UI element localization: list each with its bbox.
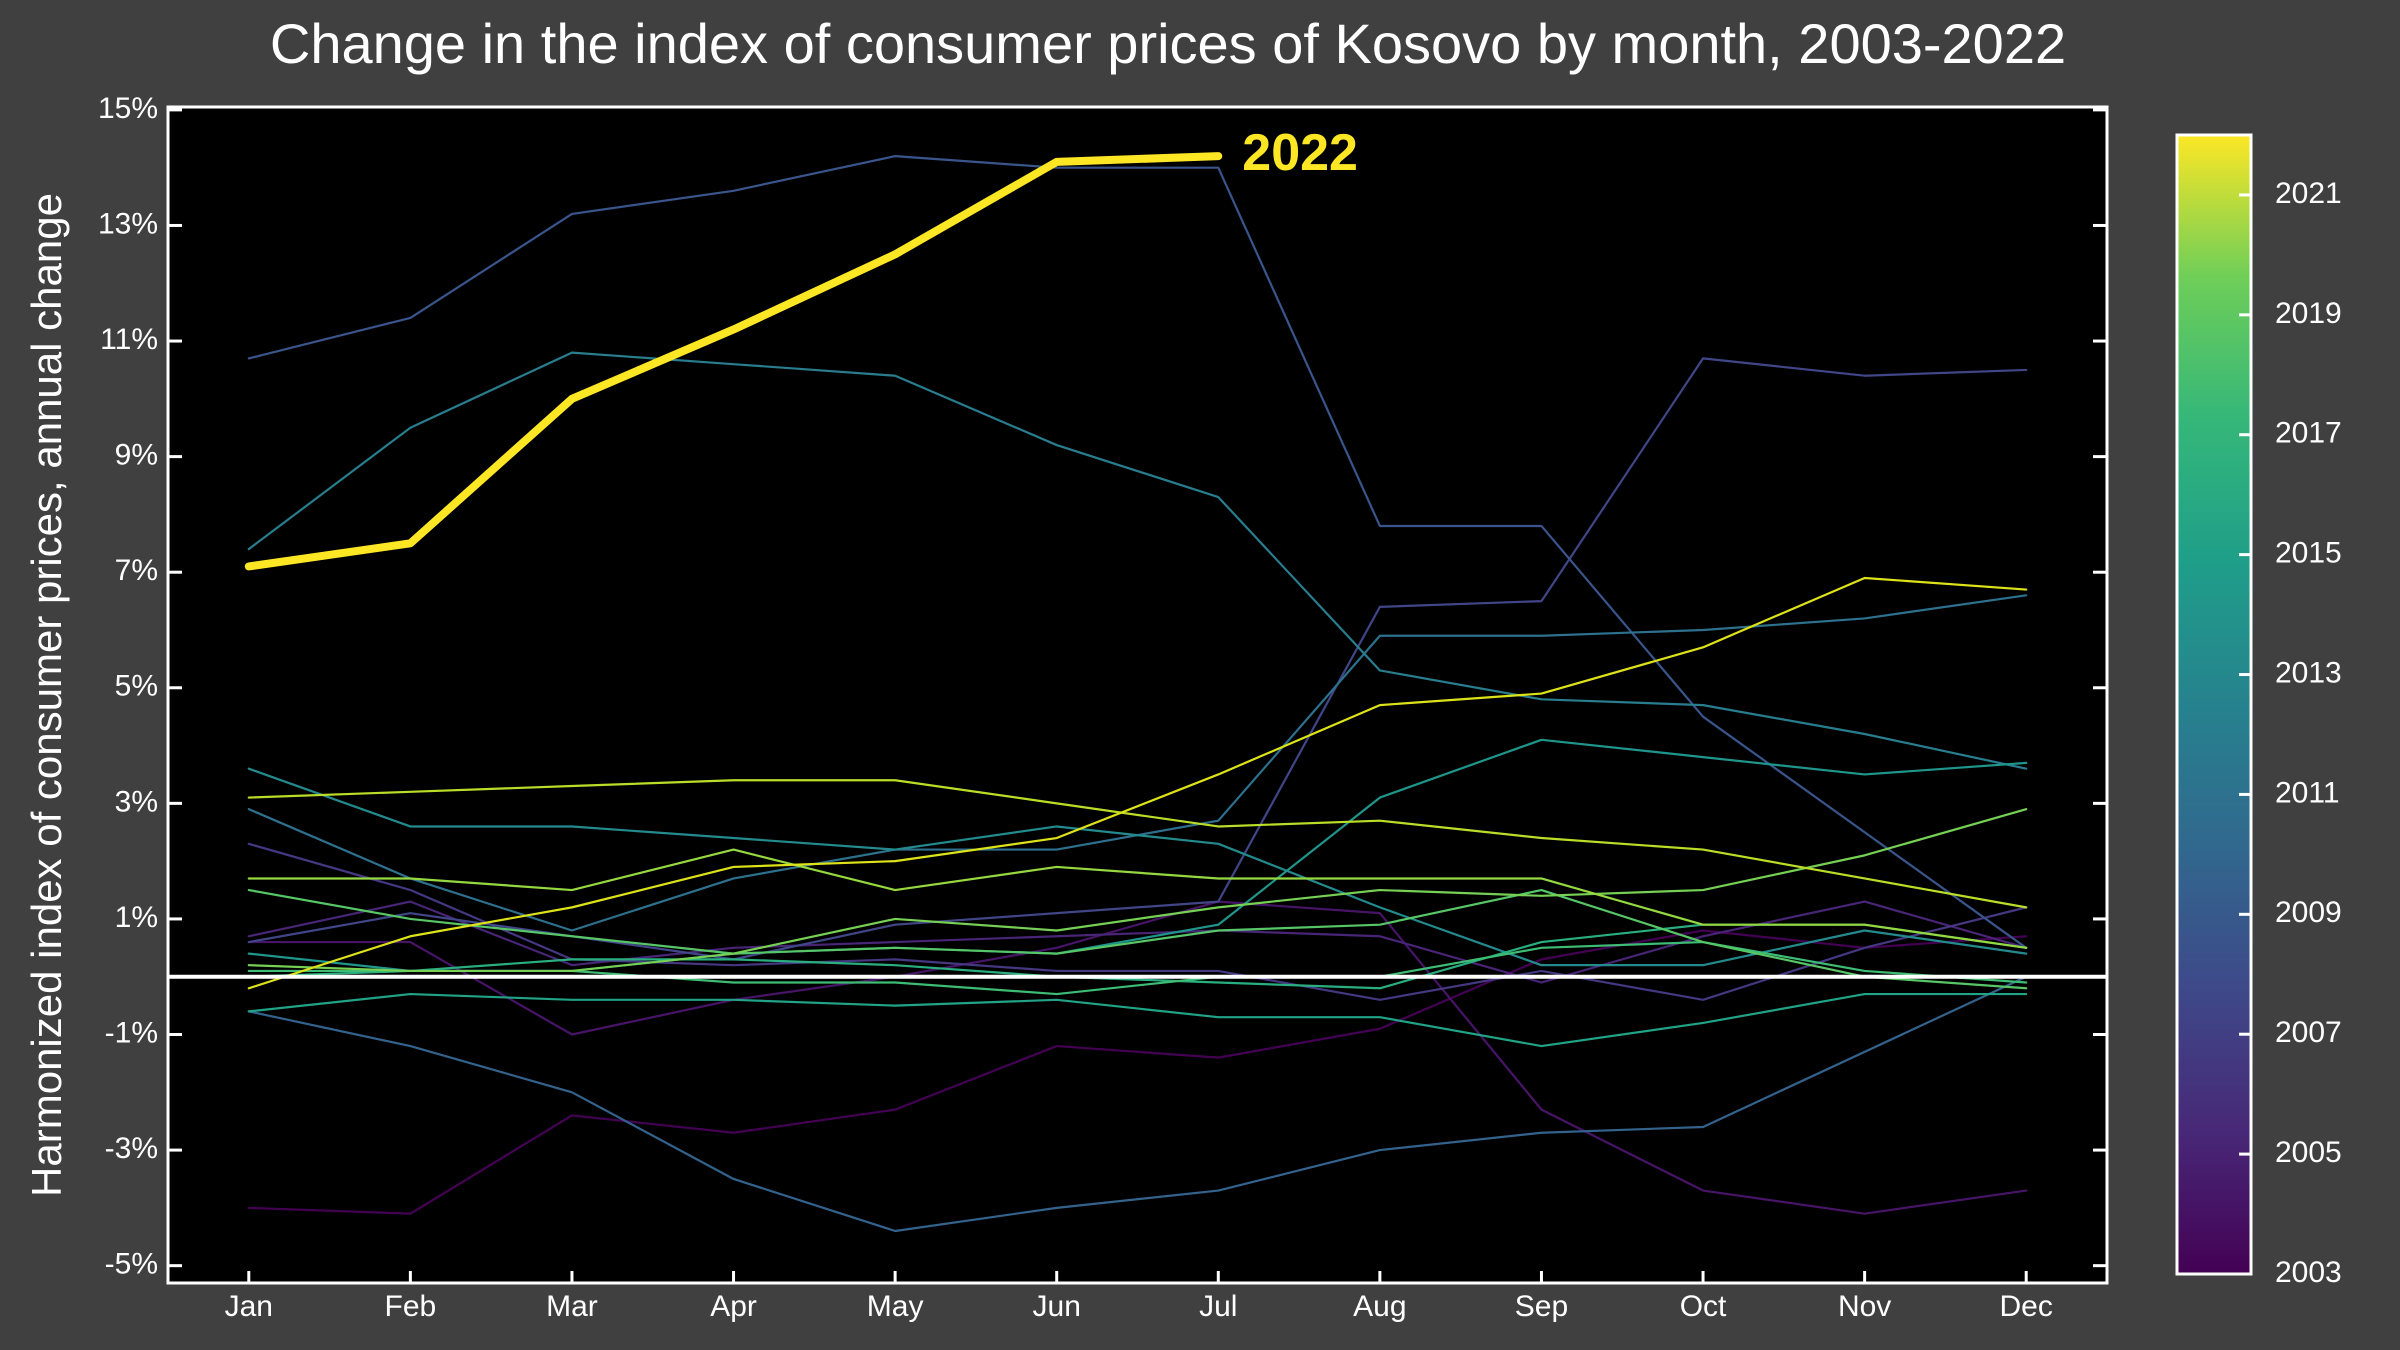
x-tick-label: May <box>867 1290 924 1323</box>
colorbar-tick-label: 2021 <box>2275 177 2342 210</box>
y-tick-label: 1% <box>115 901 158 934</box>
colorbar-tick-label: 2007 <box>2275 1016 2342 1049</box>
colorbar <box>2175 133 2253 1276</box>
series-line <box>247 992 2028 1048</box>
y-tick-label: 9% <box>115 439 158 472</box>
series-line <box>247 767 2028 967</box>
series-line <box>247 929 2028 1215</box>
chart-title: Change in the index of consumer prices o… <box>270 12 2066 75</box>
x-tick-label: Jul <box>1199 1290 1237 1323</box>
series-line <box>247 975 2028 1233</box>
x-tick-label: Jun <box>1033 1290 1081 1323</box>
x-tick-label: Nov <box>1838 1290 1891 1323</box>
series-line <box>247 808 2028 973</box>
y-tick-label: 11% <box>100 323 158 356</box>
x-tick-label: Dec <box>2000 1290 2053 1323</box>
colorbar-tick-label: 2017 <box>2275 417 2342 450</box>
series-line <box>247 779 2028 909</box>
series-line <box>247 842 2028 1001</box>
x-tick-label: Sep <box>1515 1290 1568 1323</box>
y-tick-label: 7% <box>115 554 158 587</box>
y-tick-label: 5% <box>115 670 158 703</box>
x-tick-label: Oct <box>1680 1290 1727 1323</box>
y-tick-label: -5% <box>105 1248 158 1281</box>
series-line <box>247 155 2028 949</box>
plot-frame <box>166 105 2109 1285</box>
x-tick-label: Mar <box>546 1290 598 1323</box>
y-tick-label: 13% <box>98 207 158 240</box>
series-line <box>247 576 2028 990</box>
series-line <box>247 900 2028 1215</box>
plot-area <box>168 107 2107 1283</box>
colorbar-tick-label: 2013 <box>2275 656 2342 689</box>
series-line <box>247 351 2028 770</box>
colorbar-tick-label: 2005 <box>2275 1136 2342 1169</box>
y-axis-label: Harmonized index of consumer prices, ann… <box>23 193 70 1197</box>
series-label: 2022 <box>1242 124 1358 182</box>
colorbar-tick-label: 2009 <box>2275 896 2342 929</box>
colorbar-tick-label: 2003 <box>2275 1256 2342 1289</box>
x-tick-label: Aug <box>1353 1290 1406 1323</box>
x-tick-label: Feb <box>385 1290 437 1323</box>
y-tick-label: 3% <box>115 785 158 818</box>
series-line <box>247 900 2028 984</box>
y-tick-label: 15% <box>98 92 158 125</box>
y-tick-label: -3% <box>105 1132 158 1165</box>
colorbar-tick-label: 2015 <box>2275 537 2342 570</box>
y-tick-label: -1% <box>105 1016 158 1049</box>
series-line <box>244 152 1223 571</box>
series-line <box>247 848 2028 949</box>
series-line <box>247 888 2028 990</box>
x-tick-label: Apr <box>710 1290 757 1323</box>
colorbar-tick-label: 2011 <box>2275 776 2340 809</box>
colorbar-tick-label: 2019 <box>2275 297 2342 330</box>
x-tick-label: Jan <box>225 1290 273 1323</box>
